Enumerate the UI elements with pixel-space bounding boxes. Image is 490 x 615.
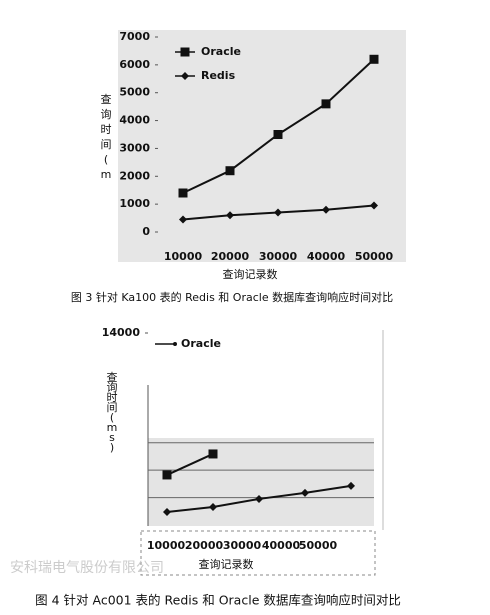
- x-tick-label: 30000: [259, 250, 298, 263]
- series-line: [166, 453, 214, 476]
- caption: 图 3 针对 Ka100 表的 Redis 和 Oracle 数据库查询响应时间…: [71, 290, 393, 304]
- marker: [162, 470, 172, 480]
- x-tick-label: 40000: [262, 539, 301, 552]
- y-tick-label: 3000: [119, 141, 150, 154]
- legend-label: Redis: [201, 69, 236, 82]
- marker: [178, 188, 188, 198]
- caption: 图 4 针对 Ac001 表的 Redis 和 Oracle 数据库查询响应时间…: [35, 593, 401, 608]
- marker: [208, 449, 218, 459]
- chart2-bg: [148, 438, 374, 526]
- x-tick-label: 50000: [355, 250, 394, 263]
- x-axis-label: 查询记录数: [199, 557, 254, 571]
- marker: [225, 166, 235, 176]
- x-axis-label: 查询记录数: [223, 267, 278, 281]
- marker: [179, 215, 187, 224]
- marker: [273, 130, 283, 139]
- x-tick-label: 10000: [164, 250, 203, 263]
- x-tick-label: 30000: [223, 539, 262, 552]
- x-tick-label: 50000: [299, 539, 338, 552]
- x-tick-label: 40000: [307, 250, 346, 263]
- marker: [322, 205, 330, 214]
- legend-label: Oracle: [181, 337, 221, 350]
- x-tick-label: 20000: [211, 250, 250, 263]
- y-tick-label: 4000: [119, 114, 150, 127]
- marker: [321, 99, 331, 109]
- legend-dot: [173, 342, 177, 346]
- marker: [370, 201, 378, 210]
- y-tick-label: 0: [142, 225, 150, 238]
- y-tick-label: 6000: [119, 58, 150, 71]
- marker: [301, 488, 309, 497]
- marker: [209, 503, 217, 512]
- marker: [226, 211, 234, 220]
- x-tick-label: 10000: [147, 539, 186, 552]
- marker: [274, 208, 282, 217]
- watermark: 安科瑞电气股份有限公司: [10, 560, 164, 576]
- y-tick-label: 1000: [119, 197, 150, 210]
- marker: [163, 507, 171, 516]
- y-tick-label: 5000: [119, 86, 150, 99]
- y-axis-label: 查询时间(m s): [107, 370, 118, 454]
- marker: [369, 54, 379, 64]
- y-axis-label: 查询时间(m: [101, 92, 112, 181]
- marker: [181, 72, 189, 80]
- label-box: [140, 530, 376, 576]
- y-tick-label: 7000: [119, 30, 150, 43]
- legend-label: Oracle: [201, 45, 241, 58]
- y-tick-label: 2000: [119, 169, 150, 182]
- marker: [180, 47, 190, 57]
- y-tick-label: 14000: [102, 326, 141, 339]
- marker: [255, 494, 263, 503]
- x-tick-label: 20000: [185, 539, 224, 552]
- marker: [347, 481, 355, 490]
